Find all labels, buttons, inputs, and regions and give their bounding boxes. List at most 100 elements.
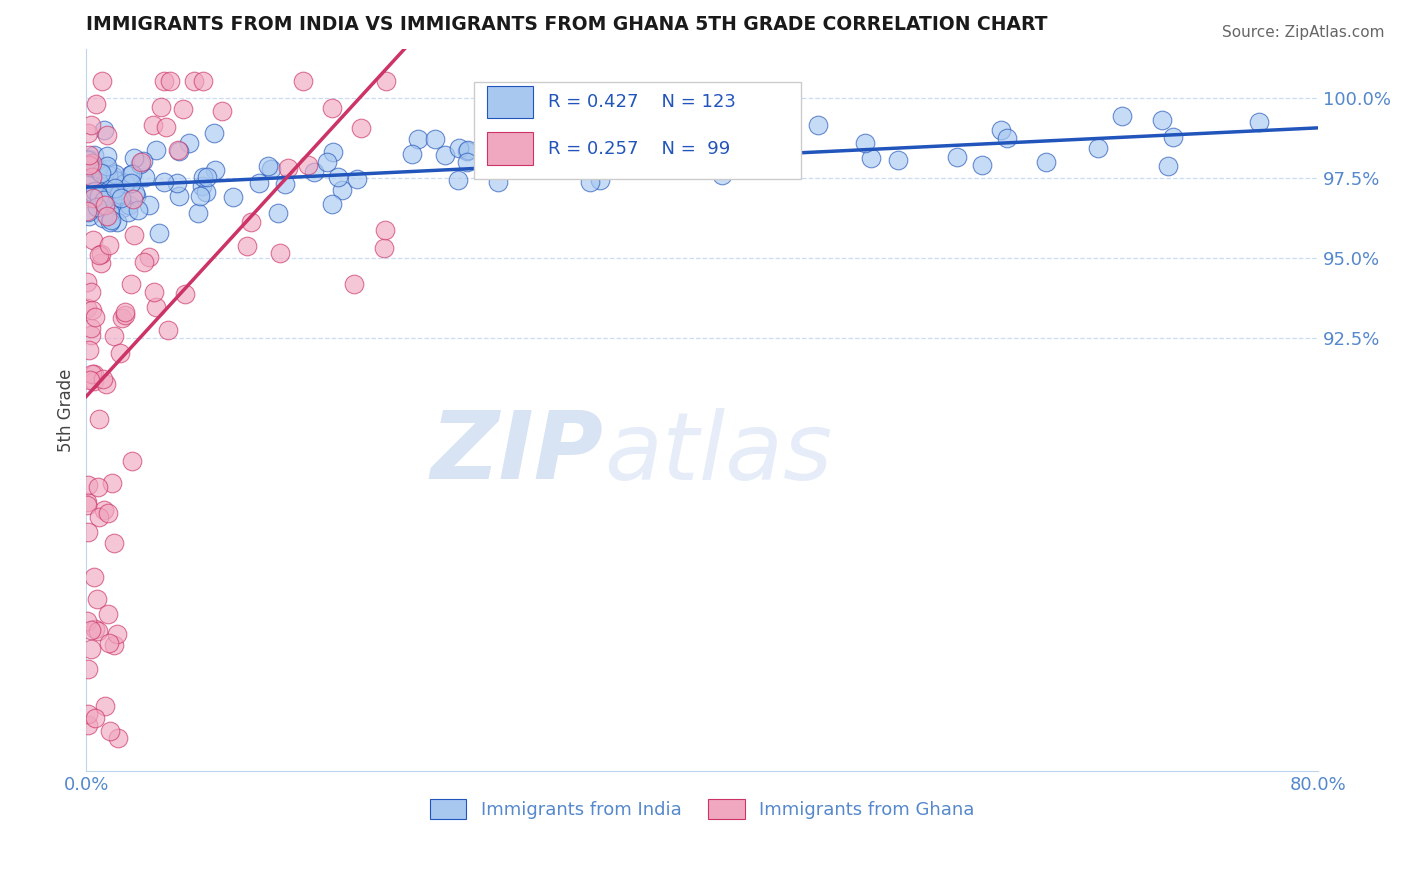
Point [202,126,225,140]
Point [96,149,118,163]
Point [83,147,105,161]
Point [94,376,117,391]
Point [423,131,446,145]
Point [96,209,118,223]
Y-axis label: 5th Grade: 5th Grade [58,368,75,451]
Point [190,189,212,203]
Point [456,155,478,169]
Point [174,286,197,301]
Point [374,74,396,88]
Point [150,100,173,114]
Point [87,624,110,638]
Point [167,189,190,203]
Point [373,241,395,255]
Point [93,372,115,386]
Point [222,190,245,204]
Point [96,162,118,177]
Point [316,155,339,169]
Point [76,662,98,676]
Point [155,120,177,135]
Point [98,215,121,229]
Text: IMMIGRANTS FROM INDIA VS IMMIGRANTS FROM GHANA 5TH GRADE CORRELATION CHART: IMMIGRANTS FROM INDIA VS IMMIGRANTS FROM… [86,15,1047,34]
Point [79,170,101,185]
Point [142,285,165,299]
Point [138,198,160,212]
Point [76,275,98,289]
Point [86,161,108,175]
Point [80,302,103,317]
Point [260,162,283,177]
Point [101,192,124,206]
Point [114,304,136,318]
Text: R = 0.257    N =  99: R = 0.257 N = 99 [548,140,731,158]
Point [665,159,688,173]
Point [111,310,134,325]
Point [492,155,515,169]
Point [90,247,112,261]
Point [1150,112,1173,127]
Point [80,321,103,335]
Point [105,626,128,640]
Point [104,181,127,195]
Point [89,165,111,179]
Point [240,214,263,228]
Point [100,199,122,213]
Point [100,475,122,490]
Point [634,127,657,141]
Point [183,74,205,88]
Point [105,215,128,229]
Point [190,179,212,194]
Point [195,170,218,185]
Point [98,724,121,739]
Point [970,158,993,172]
Point [328,170,350,185]
Point [807,118,830,132]
Point [124,227,146,242]
Point [87,248,110,262]
Point [76,614,98,628]
Point [94,698,117,713]
Point [433,148,456,162]
Point [84,192,107,206]
Point [90,256,112,270]
Bar [486,132,533,165]
Point [76,203,98,218]
Point [297,158,319,172]
Point [167,143,190,157]
Point [89,510,111,524]
Point [80,623,103,637]
Point [108,187,131,202]
Point [134,169,156,184]
Point [103,638,125,652]
Point [79,161,101,175]
Point [114,308,136,322]
Text: atlas: atlas [603,408,832,499]
Point [93,503,115,517]
Point [100,212,122,227]
Point [120,168,142,182]
Point [274,177,297,191]
Point [93,123,115,137]
Point [589,173,612,187]
Point [93,198,115,212]
Point [83,367,105,381]
Point [859,151,882,165]
Point [179,136,201,150]
Point [108,346,131,360]
Point [84,96,107,111]
Point [76,301,98,316]
Point [457,143,479,157]
Point [77,153,100,168]
Point [93,205,115,219]
Point [105,190,128,204]
Point [93,193,115,207]
Point [103,536,125,550]
Point [637,153,659,168]
Point [374,222,396,236]
Point [76,718,98,732]
Point [82,233,104,247]
Point [401,147,423,161]
Point [346,171,368,186]
Point [94,175,117,189]
Point [1157,159,1180,173]
